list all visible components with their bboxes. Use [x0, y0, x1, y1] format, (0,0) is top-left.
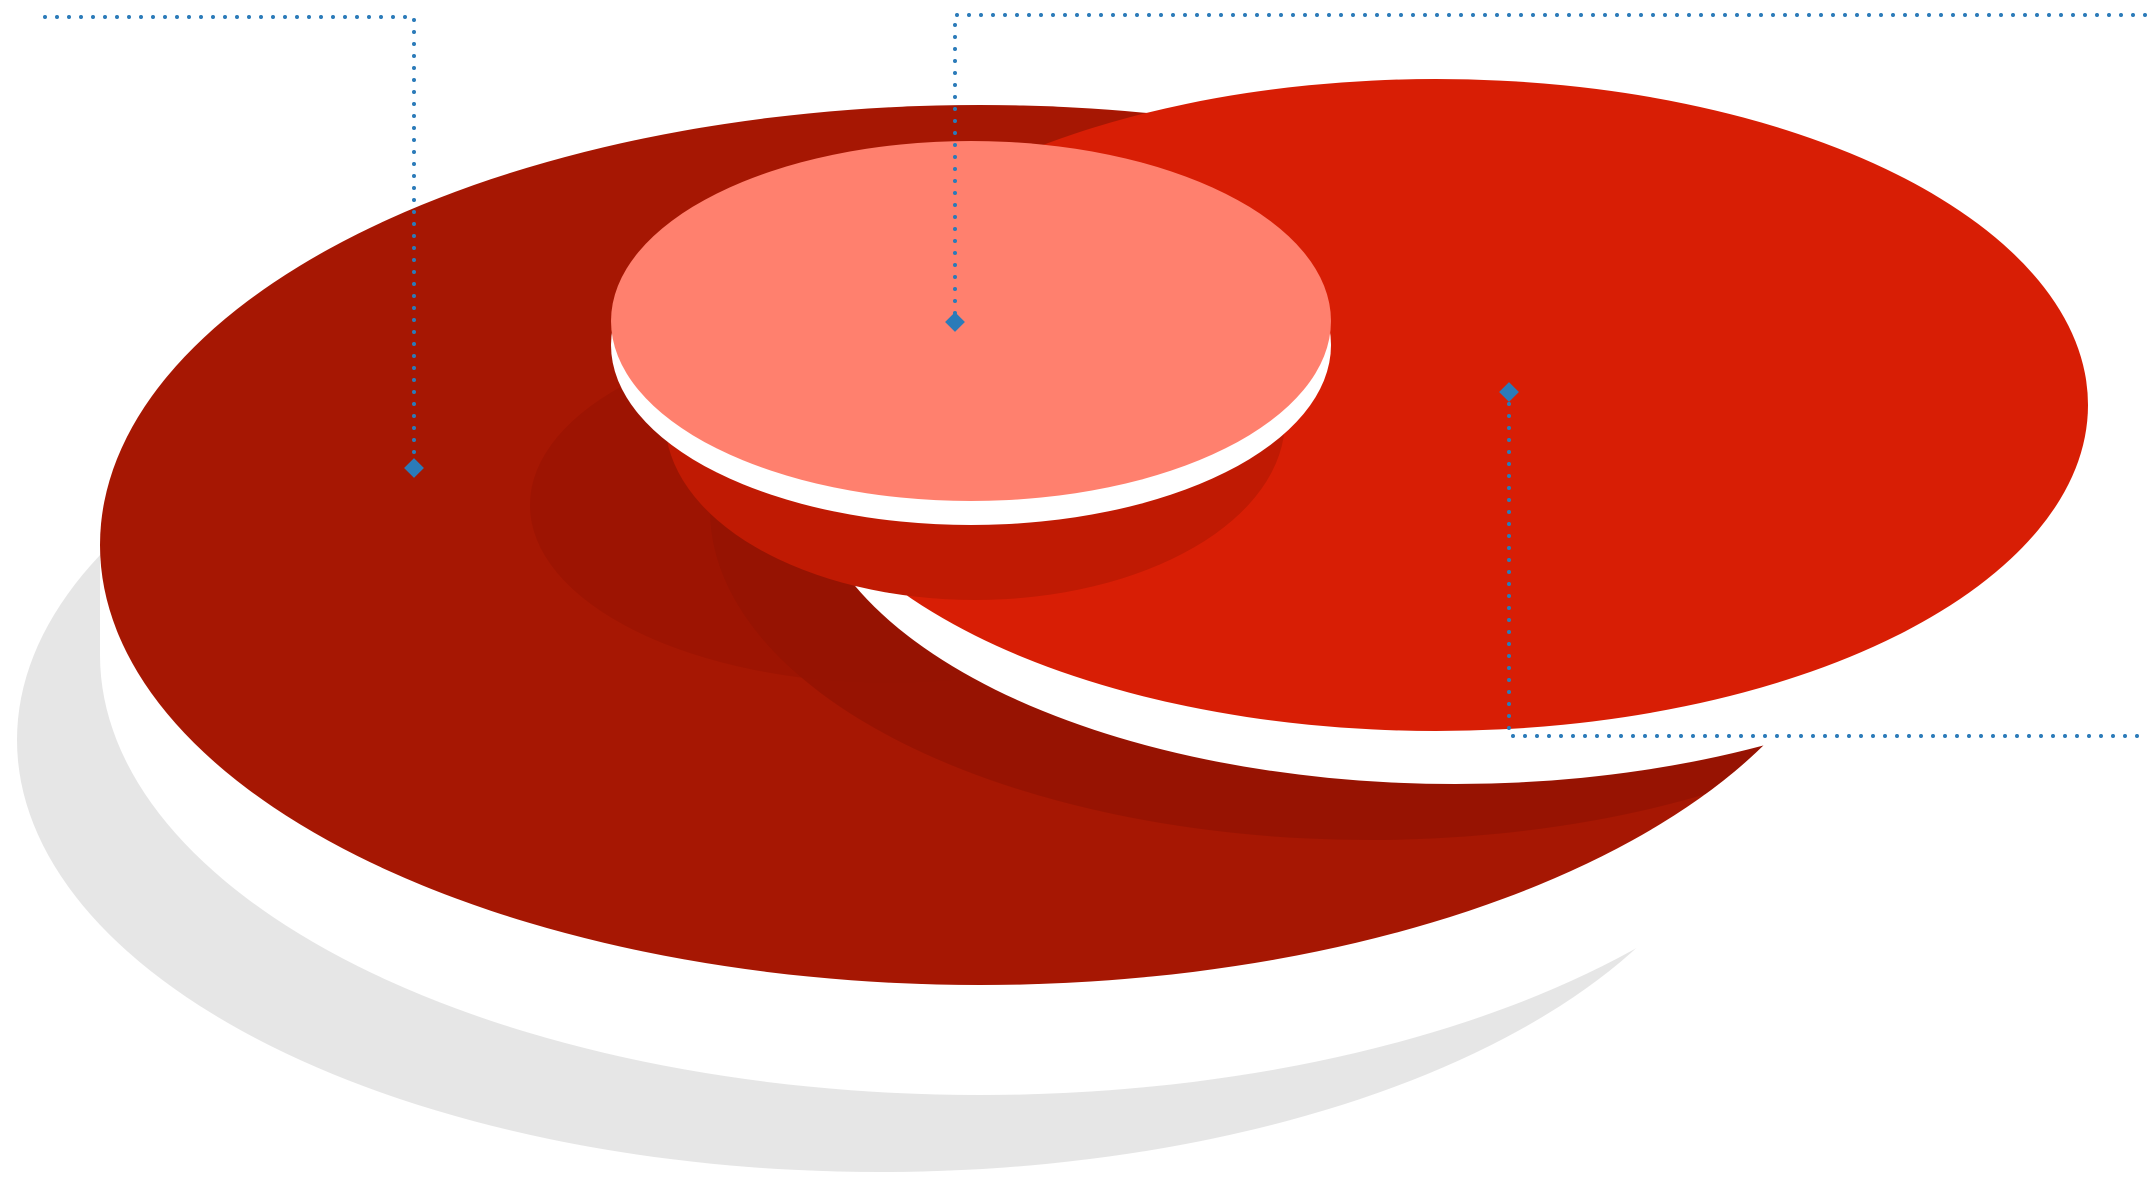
small-disc	[611, 141, 1331, 501]
callout-line-small	[953, 13, 2147, 324]
callout-marker-large	[404, 458, 424, 478]
callout-marker-medium	[1499, 382, 1519, 402]
callout-marker-small	[945, 312, 965, 332]
callout-line-medium	[1507, 390, 2147, 738]
